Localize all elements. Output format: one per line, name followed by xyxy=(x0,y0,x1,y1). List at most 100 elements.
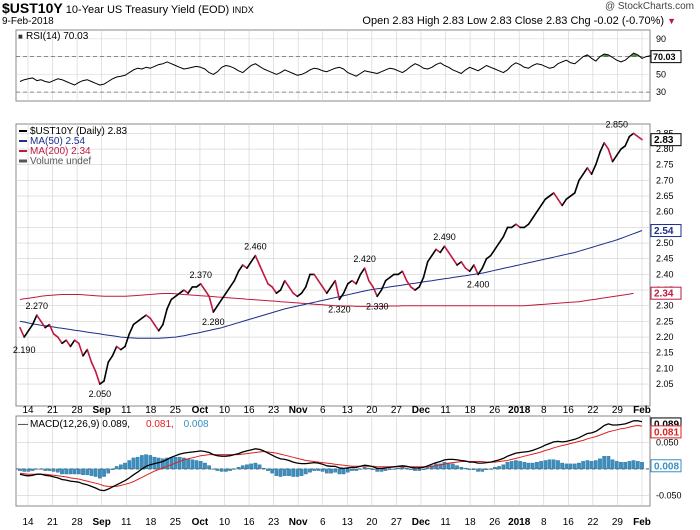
price-segment xyxy=(178,289,185,295)
open-value: 2.83 xyxy=(392,15,414,27)
upper-x-tick-label: 27 xyxy=(391,405,403,416)
price-segment xyxy=(208,295,215,313)
macd-histogram-bar xyxy=(350,468,354,471)
price-segment xyxy=(368,279,374,288)
price-segment xyxy=(170,295,177,301)
macd-histogram-bar xyxy=(123,462,127,470)
upper-x-tick-label: Feb xyxy=(633,405,651,416)
price-segment xyxy=(44,323,51,329)
ma200-line xyxy=(19,292,634,307)
price-segment xyxy=(65,339,72,348)
price-segment xyxy=(94,370,101,385)
macd-histogram-bar xyxy=(308,468,312,473)
upper-x-tick-label: 20 xyxy=(366,405,378,416)
price-segment xyxy=(271,286,278,295)
price-segment xyxy=(174,292,181,298)
price-segment xyxy=(351,279,358,285)
price-segment xyxy=(61,339,68,345)
price-segment xyxy=(241,264,248,269)
macd-histogram-bar xyxy=(320,468,325,472)
price-segment xyxy=(86,348,93,363)
macd-histogram-bar xyxy=(211,468,216,470)
lower-x-tick-label: 25 xyxy=(170,517,182,528)
upper-x-tick-label: 14 xyxy=(22,405,34,416)
price-segment xyxy=(502,226,509,238)
macd-line xyxy=(19,420,643,492)
macd-histogram-bar xyxy=(182,457,186,470)
macd-histogram-bar xyxy=(547,459,552,470)
macd-histogram-bar xyxy=(30,468,35,471)
price-segment xyxy=(212,304,219,313)
price-segment xyxy=(36,314,42,323)
price-segment xyxy=(99,380,105,385)
rsi-legend-label: RSI(14) 70.03 xyxy=(26,31,89,42)
price-segment xyxy=(582,167,589,175)
price-segment xyxy=(338,292,345,301)
price-segment xyxy=(485,254,492,260)
macd-histogram-bar xyxy=(85,468,90,476)
price-segment xyxy=(233,270,240,282)
lower-x-tick-label: 29 xyxy=(612,517,624,528)
price-legend-label: MA(200) 2.34 xyxy=(30,146,91,157)
macd-histogram-bar xyxy=(467,468,472,470)
price-annotation: 2.850 xyxy=(606,119,629,129)
price-segment xyxy=(103,361,110,382)
lower-x-tick-label: 13 xyxy=(342,517,354,528)
macd-last-value: 0.089 xyxy=(654,419,679,430)
lower-x-tick-label: 18 xyxy=(145,517,157,528)
macd-histogram-bar xyxy=(610,459,615,470)
price-y-tick-label: 2.65 xyxy=(656,191,674,201)
macd-histogram-bar xyxy=(249,463,253,470)
lower-x-tick-label: 14 xyxy=(22,517,34,528)
close-value: 2.83 xyxy=(545,15,568,27)
macd-histogram-bar xyxy=(144,454,148,470)
upper-x-tick-label: 11 xyxy=(121,405,132,416)
price-segment xyxy=(48,323,55,335)
price-segment xyxy=(603,142,610,150)
macd-histogram-bar xyxy=(551,459,556,470)
open-label: Open xyxy=(362,15,390,27)
price-segment xyxy=(132,320,139,326)
price-y-tick-label: 2.30 xyxy=(656,301,674,311)
macd-histogram-bar xyxy=(371,468,375,470)
macd-histogram-bar xyxy=(18,468,22,471)
macd-histogram-bar xyxy=(161,458,165,470)
price-segment xyxy=(586,167,593,175)
lower-x-tick-label: 11 xyxy=(121,517,132,528)
price-annotation: 2.460 xyxy=(244,242,267,252)
price-y-tick-label: 2.05 xyxy=(656,379,674,389)
upper-x-tick-label: 26 xyxy=(489,405,501,416)
price-segment xyxy=(590,163,597,175)
price-y-tick-label: 2.50 xyxy=(656,238,674,248)
price-y-tick-label: 2.15 xyxy=(656,348,674,358)
macd-histogram-bar xyxy=(358,468,363,470)
price-segment xyxy=(536,204,542,213)
price-annotation: 2.490 xyxy=(433,232,456,242)
price-segment xyxy=(166,298,173,310)
macd-histogram-bar xyxy=(282,468,287,476)
upper-x-tick-label: 2018 xyxy=(508,405,531,416)
price-segment xyxy=(317,279,324,288)
macd-signal-line xyxy=(19,425,643,487)
macd-histogram-bar xyxy=(324,468,329,474)
upper-x-tick-label: Nov xyxy=(289,405,308,416)
lower-x-tick-label: 8 xyxy=(541,517,547,528)
macd-histogram-bar xyxy=(640,462,644,470)
macd-histogram-bar xyxy=(463,467,468,470)
price-segment xyxy=(31,314,38,326)
upper-x-tick-label: 16 xyxy=(563,405,575,416)
rsi-last-value-box xyxy=(650,50,682,64)
macd-histogram-bar xyxy=(505,462,510,470)
price-segment xyxy=(157,323,164,332)
macd-histogram-bar xyxy=(556,460,560,470)
price-segment xyxy=(187,286,194,295)
macd-histogram-bar xyxy=(228,468,232,471)
macd-histogram-bar xyxy=(81,468,85,476)
chg-value: -0.02 (-0.70%) xyxy=(593,15,665,27)
macd-histogram-bar xyxy=(388,468,392,470)
price-segment xyxy=(372,286,379,298)
macd-histogram-bar xyxy=(274,468,279,476)
price-segment xyxy=(325,286,332,295)
ma200-last-value: 2.34 xyxy=(654,289,674,300)
macd-histogram-bar xyxy=(623,462,628,470)
